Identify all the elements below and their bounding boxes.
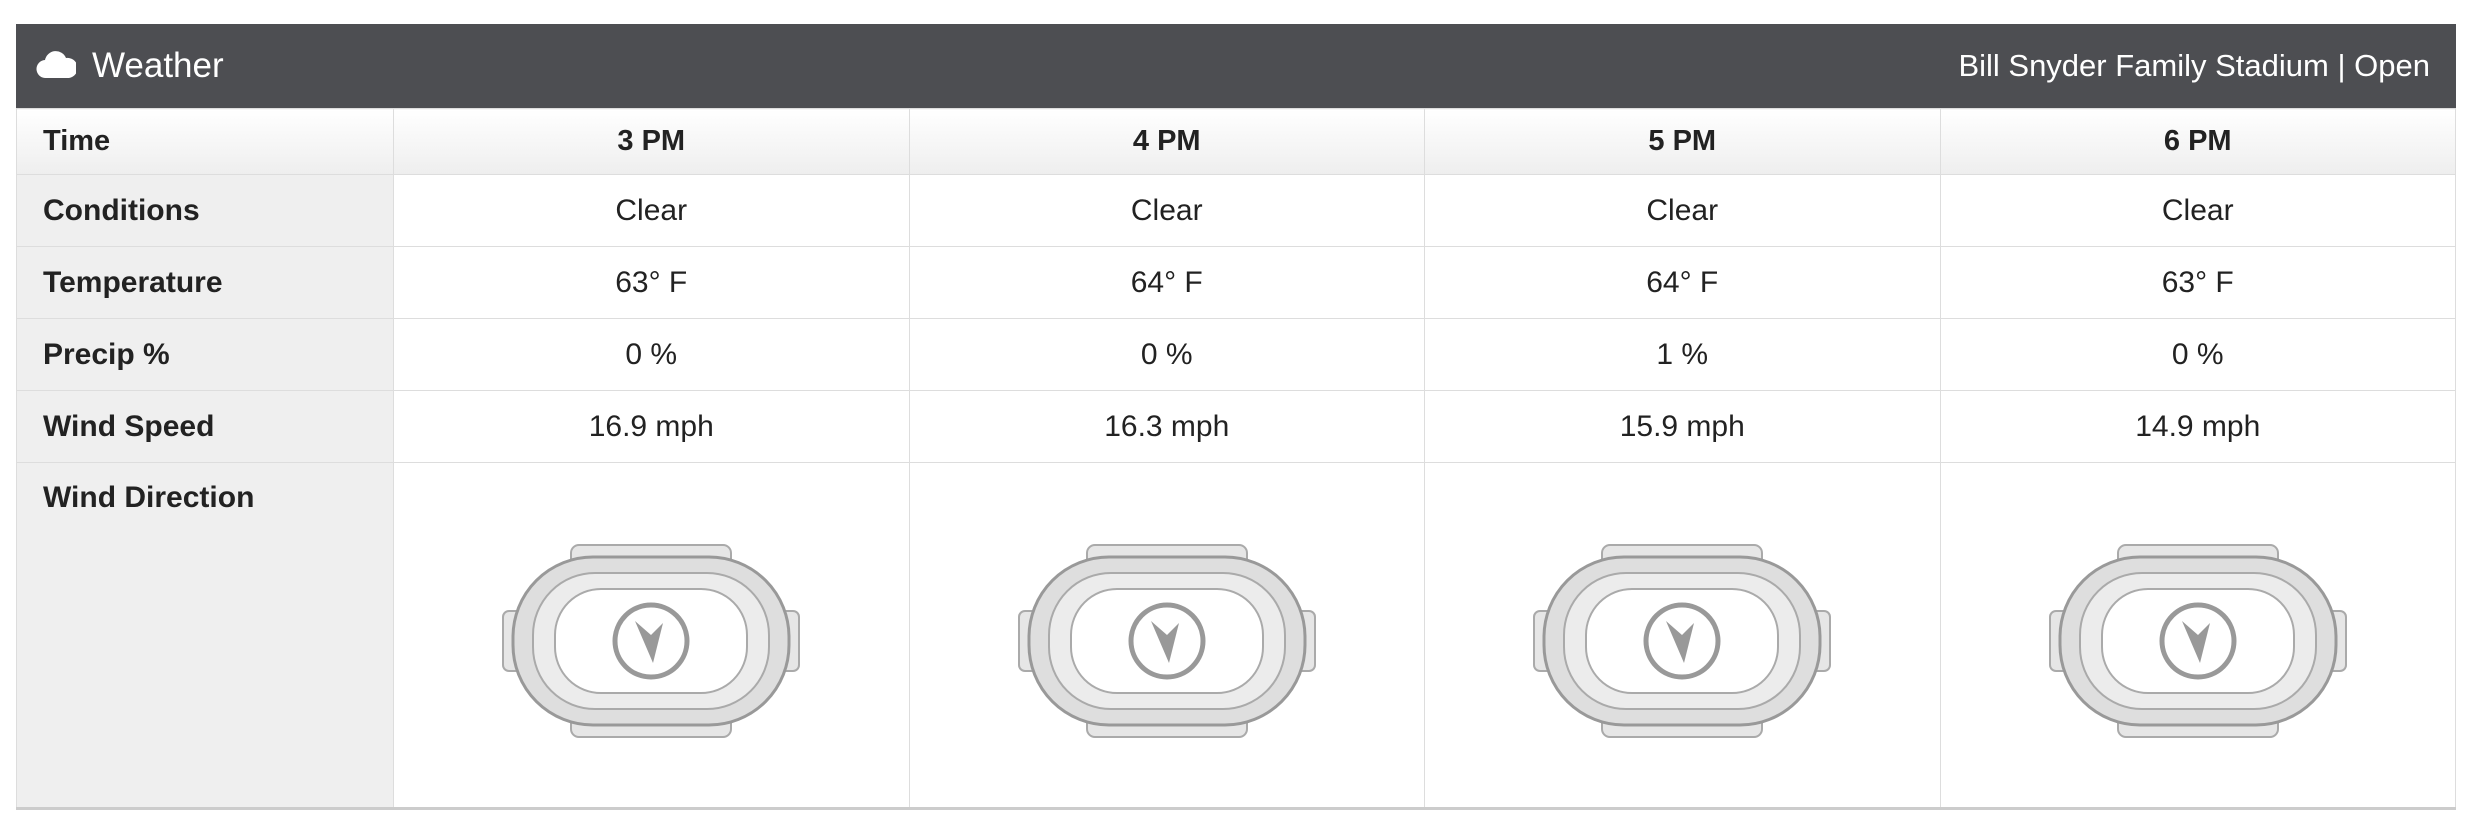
- roof-status: Open: [2354, 48, 2430, 83]
- cell: 63° F: [1939, 246, 2456, 319]
- cell: 0 %: [908, 318, 1425, 391]
- wind-icon-cell: [908, 462, 1425, 810]
- cell: 1 %: [1424, 318, 1941, 391]
- cell: 64° F: [908, 246, 1425, 319]
- header-bar: Weather Bill Snyder Family Stadium | Ope…: [16, 24, 2456, 108]
- wind-icon-cell: [1939, 462, 2456, 810]
- row-label: Wind Speed: [16, 390, 394, 463]
- data-row: Precip % 0 % 0 % 1 % 0 %: [16, 318, 2456, 391]
- wind-icon-cell: [1424, 462, 1941, 810]
- cell: 16.9 mph: [393, 390, 910, 463]
- row-label: Conditions: [16, 174, 394, 247]
- weather-table: Time 3 PM 4 PM 5 PM 6 PM Conditions Clear Clear…: [16, 108, 2456, 810]
- header-location: Bill Snyder Family Stadium | Open: [1958, 24, 2430, 108]
- cell: Clear: [393, 174, 910, 247]
- stadium-name: Bill Snyder Family Stadium: [1958, 48, 2329, 83]
- header-title: Weather: [92, 46, 224, 85]
- weather-widget: Weather Bill Snyder Family Stadium | Ope…: [16, 24, 2456, 810]
- stadium-wind-icon: [502, 544, 801, 738]
- data-row: Temperature 63° F 64° F 64° F 63° F: [16, 246, 2456, 319]
- time-header: 3 PM: [393, 108, 910, 175]
- row-label: Temperature: [16, 246, 394, 319]
- wind-icon-cell: [393, 462, 910, 810]
- stadium-wind-icon: [2048, 544, 2347, 738]
- cell: Clear: [1424, 174, 1941, 247]
- cell: Clear: [1939, 174, 2456, 247]
- cell: Clear: [908, 174, 1425, 247]
- row-label: Precip %: [16, 318, 394, 391]
- cell: 16.3 mph: [908, 390, 1425, 463]
- cell: 64° F: [1424, 246, 1941, 319]
- data-row: Wind Speed 16.9 mph 16.3 mph 15.9 mph 14.9 m…: [16, 390, 2456, 463]
- wind-direction-row: Wind Direction: [16, 462, 2456, 810]
- cloud-icon: [36, 51, 76, 79]
- header-row: Time 3 PM 4 PM 5 PM 6 PM: [16, 108, 2456, 175]
- cell: 63° F: [393, 246, 910, 319]
- cell: 0 %: [1939, 318, 2456, 391]
- time-header: 6 PM: [1939, 108, 2456, 175]
- cell: 15.9 mph: [1424, 390, 1941, 463]
- cell: 0 %: [393, 318, 910, 391]
- row-label: Time: [16, 108, 394, 175]
- time-header: 4 PM: [908, 108, 1425, 175]
- row-label: Wind Direction: [16, 462, 394, 810]
- stadium-wind-icon: [1017, 544, 1316, 738]
- stadium-wind-icon: [1533, 544, 1832, 738]
- data-row: Conditions Clear Clear Clear Clear: [16, 174, 2456, 247]
- cell: 14.9 mph: [1939, 390, 2456, 463]
- separator: |: [2337, 48, 2346, 83]
- time-header: 5 PM: [1424, 108, 1941, 175]
